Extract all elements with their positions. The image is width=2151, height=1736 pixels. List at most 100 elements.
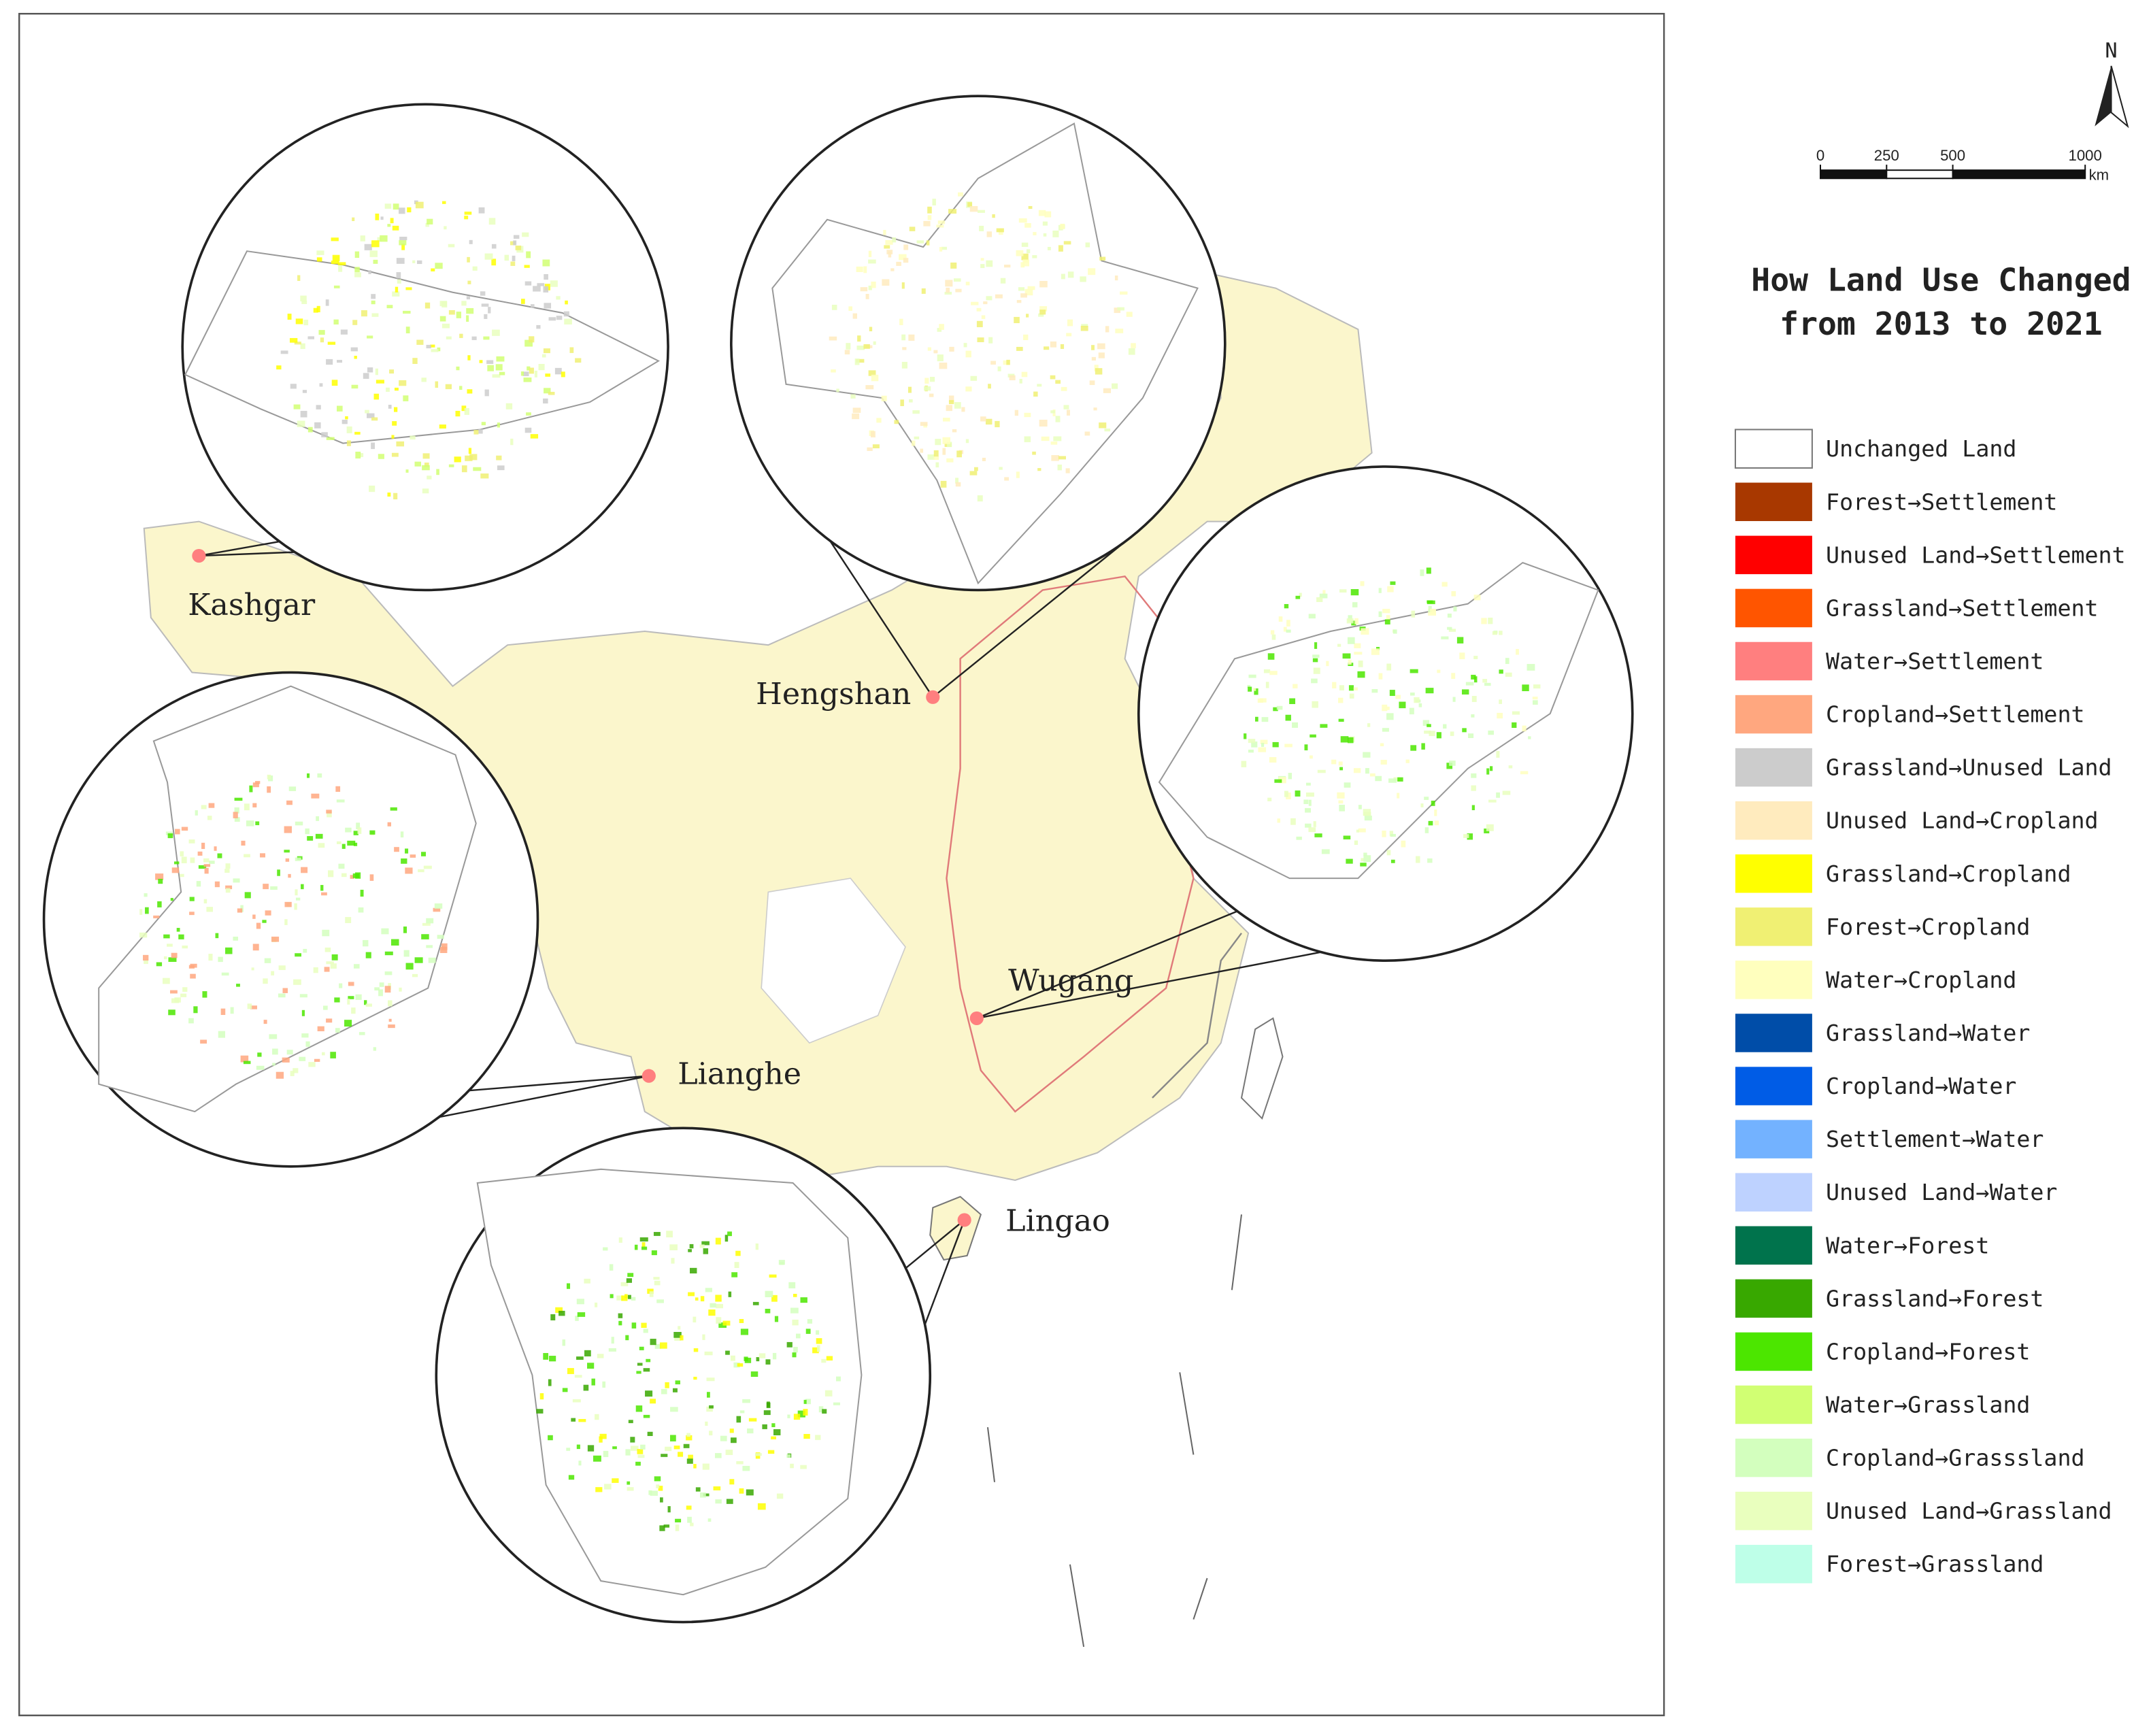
change-patch (787, 1414, 790, 1418)
legend-swatch (1735, 641, 1812, 681)
change-patch (702, 1463, 710, 1470)
change-patch (800, 1465, 807, 1469)
change-patch (725, 1450, 733, 1455)
change-patch (955, 288, 962, 293)
change-patch (326, 437, 335, 440)
change-patch (983, 301, 988, 305)
change-patch (1080, 325, 1088, 331)
change-patch (277, 869, 280, 876)
change-patch (950, 262, 957, 269)
change-patch (181, 827, 188, 831)
change-patch (1353, 687, 1358, 691)
change-patch (1409, 707, 1414, 715)
connector (439, 1075, 650, 1118)
change-patch (611, 1337, 614, 1344)
change-patch (927, 454, 935, 460)
change-patch (821, 1358, 827, 1363)
change-patch (491, 258, 497, 266)
change-patch (301, 300, 307, 304)
change-patch (1505, 672, 1512, 677)
change-patch (335, 1028, 340, 1033)
change-patch (448, 244, 455, 248)
change-patch (1038, 313, 1044, 317)
change-patch (969, 205, 978, 212)
change-patch (203, 899, 207, 904)
change-patch (466, 315, 469, 322)
change-patch (647, 1431, 653, 1437)
change-patch (665, 1446, 672, 1452)
change-patch (575, 1316, 579, 1321)
change-patch (400, 831, 404, 838)
change-patch (203, 858, 210, 863)
change-patch (695, 1487, 701, 1492)
change-patch (1502, 790, 1511, 795)
change-patch (603, 1450, 609, 1457)
change-patch (278, 993, 286, 998)
change-patch (327, 811, 332, 818)
change-patch (750, 1371, 758, 1377)
change-patch (852, 313, 857, 319)
change-patch (377, 237, 382, 241)
legend-swatch (1735, 1226, 1812, 1265)
change-patch (631, 1322, 637, 1329)
change-patch (243, 1061, 251, 1065)
change-patch (454, 456, 461, 463)
change-patch (871, 374, 879, 382)
change-patch (430, 344, 435, 348)
change-patch (510, 261, 516, 266)
change-patch (556, 296, 561, 300)
change-patch (1386, 706, 1390, 710)
change-patch (484, 253, 493, 260)
change-patch (965, 350, 971, 358)
change-patch (627, 1295, 631, 1299)
change-patch (303, 948, 307, 953)
change-patch (1270, 630, 1275, 635)
change-patch (986, 260, 993, 267)
change-patch (178, 934, 184, 939)
change-patch (1473, 595, 1481, 601)
change-patch (955, 478, 958, 484)
change-patch (800, 1297, 807, 1303)
scale-segment (1819, 169, 1888, 180)
change-patch (336, 841, 341, 844)
legend-title: from 2013 to 2021 (1780, 305, 2103, 342)
change-patch (1308, 827, 1316, 833)
change-patch (240, 1055, 249, 1063)
change-patch (344, 1020, 352, 1027)
change-patch (636, 1371, 641, 1374)
change-patch (1393, 777, 1401, 782)
change-patch (1484, 682, 1491, 686)
change-patch (313, 307, 318, 313)
legend-swatch (1735, 1014, 1812, 1052)
change-patch (387, 224, 391, 227)
change-patch (224, 869, 230, 873)
change-patch (824, 1390, 833, 1397)
change-patch (391, 452, 399, 457)
change-patch (317, 773, 322, 778)
change-patch (584, 1350, 591, 1356)
change-patch (892, 237, 897, 243)
change-patch (1427, 858, 1433, 863)
change-patch (282, 1057, 290, 1063)
change-patch (348, 996, 354, 999)
change-patch (1390, 581, 1396, 585)
change-patch (1452, 697, 1456, 702)
change-patch (1410, 745, 1417, 751)
change-patch (624, 1294, 628, 1299)
change-patch (180, 851, 184, 856)
change-patch (627, 1273, 634, 1278)
change-patch (558, 1310, 565, 1316)
change-patch (393, 407, 398, 412)
change-patch (1367, 723, 1371, 727)
change-patch (288, 873, 291, 878)
change-patch (647, 1288, 654, 1294)
change-patch (704, 1351, 713, 1356)
change-patch (952, 429, 957, 433)
change-patch (1016, 299, 1022, 303)
change-patch (701, 1241, 710, 1246)
change-patch (1361, 858, 1364, 862)
change-patch (937, 220, 946, 224)
change-patch (284, 901, 292, 907)
change-patch (365, 1003, 372, 1007)
legend-swatch (1735, 907, 1812, 946)
